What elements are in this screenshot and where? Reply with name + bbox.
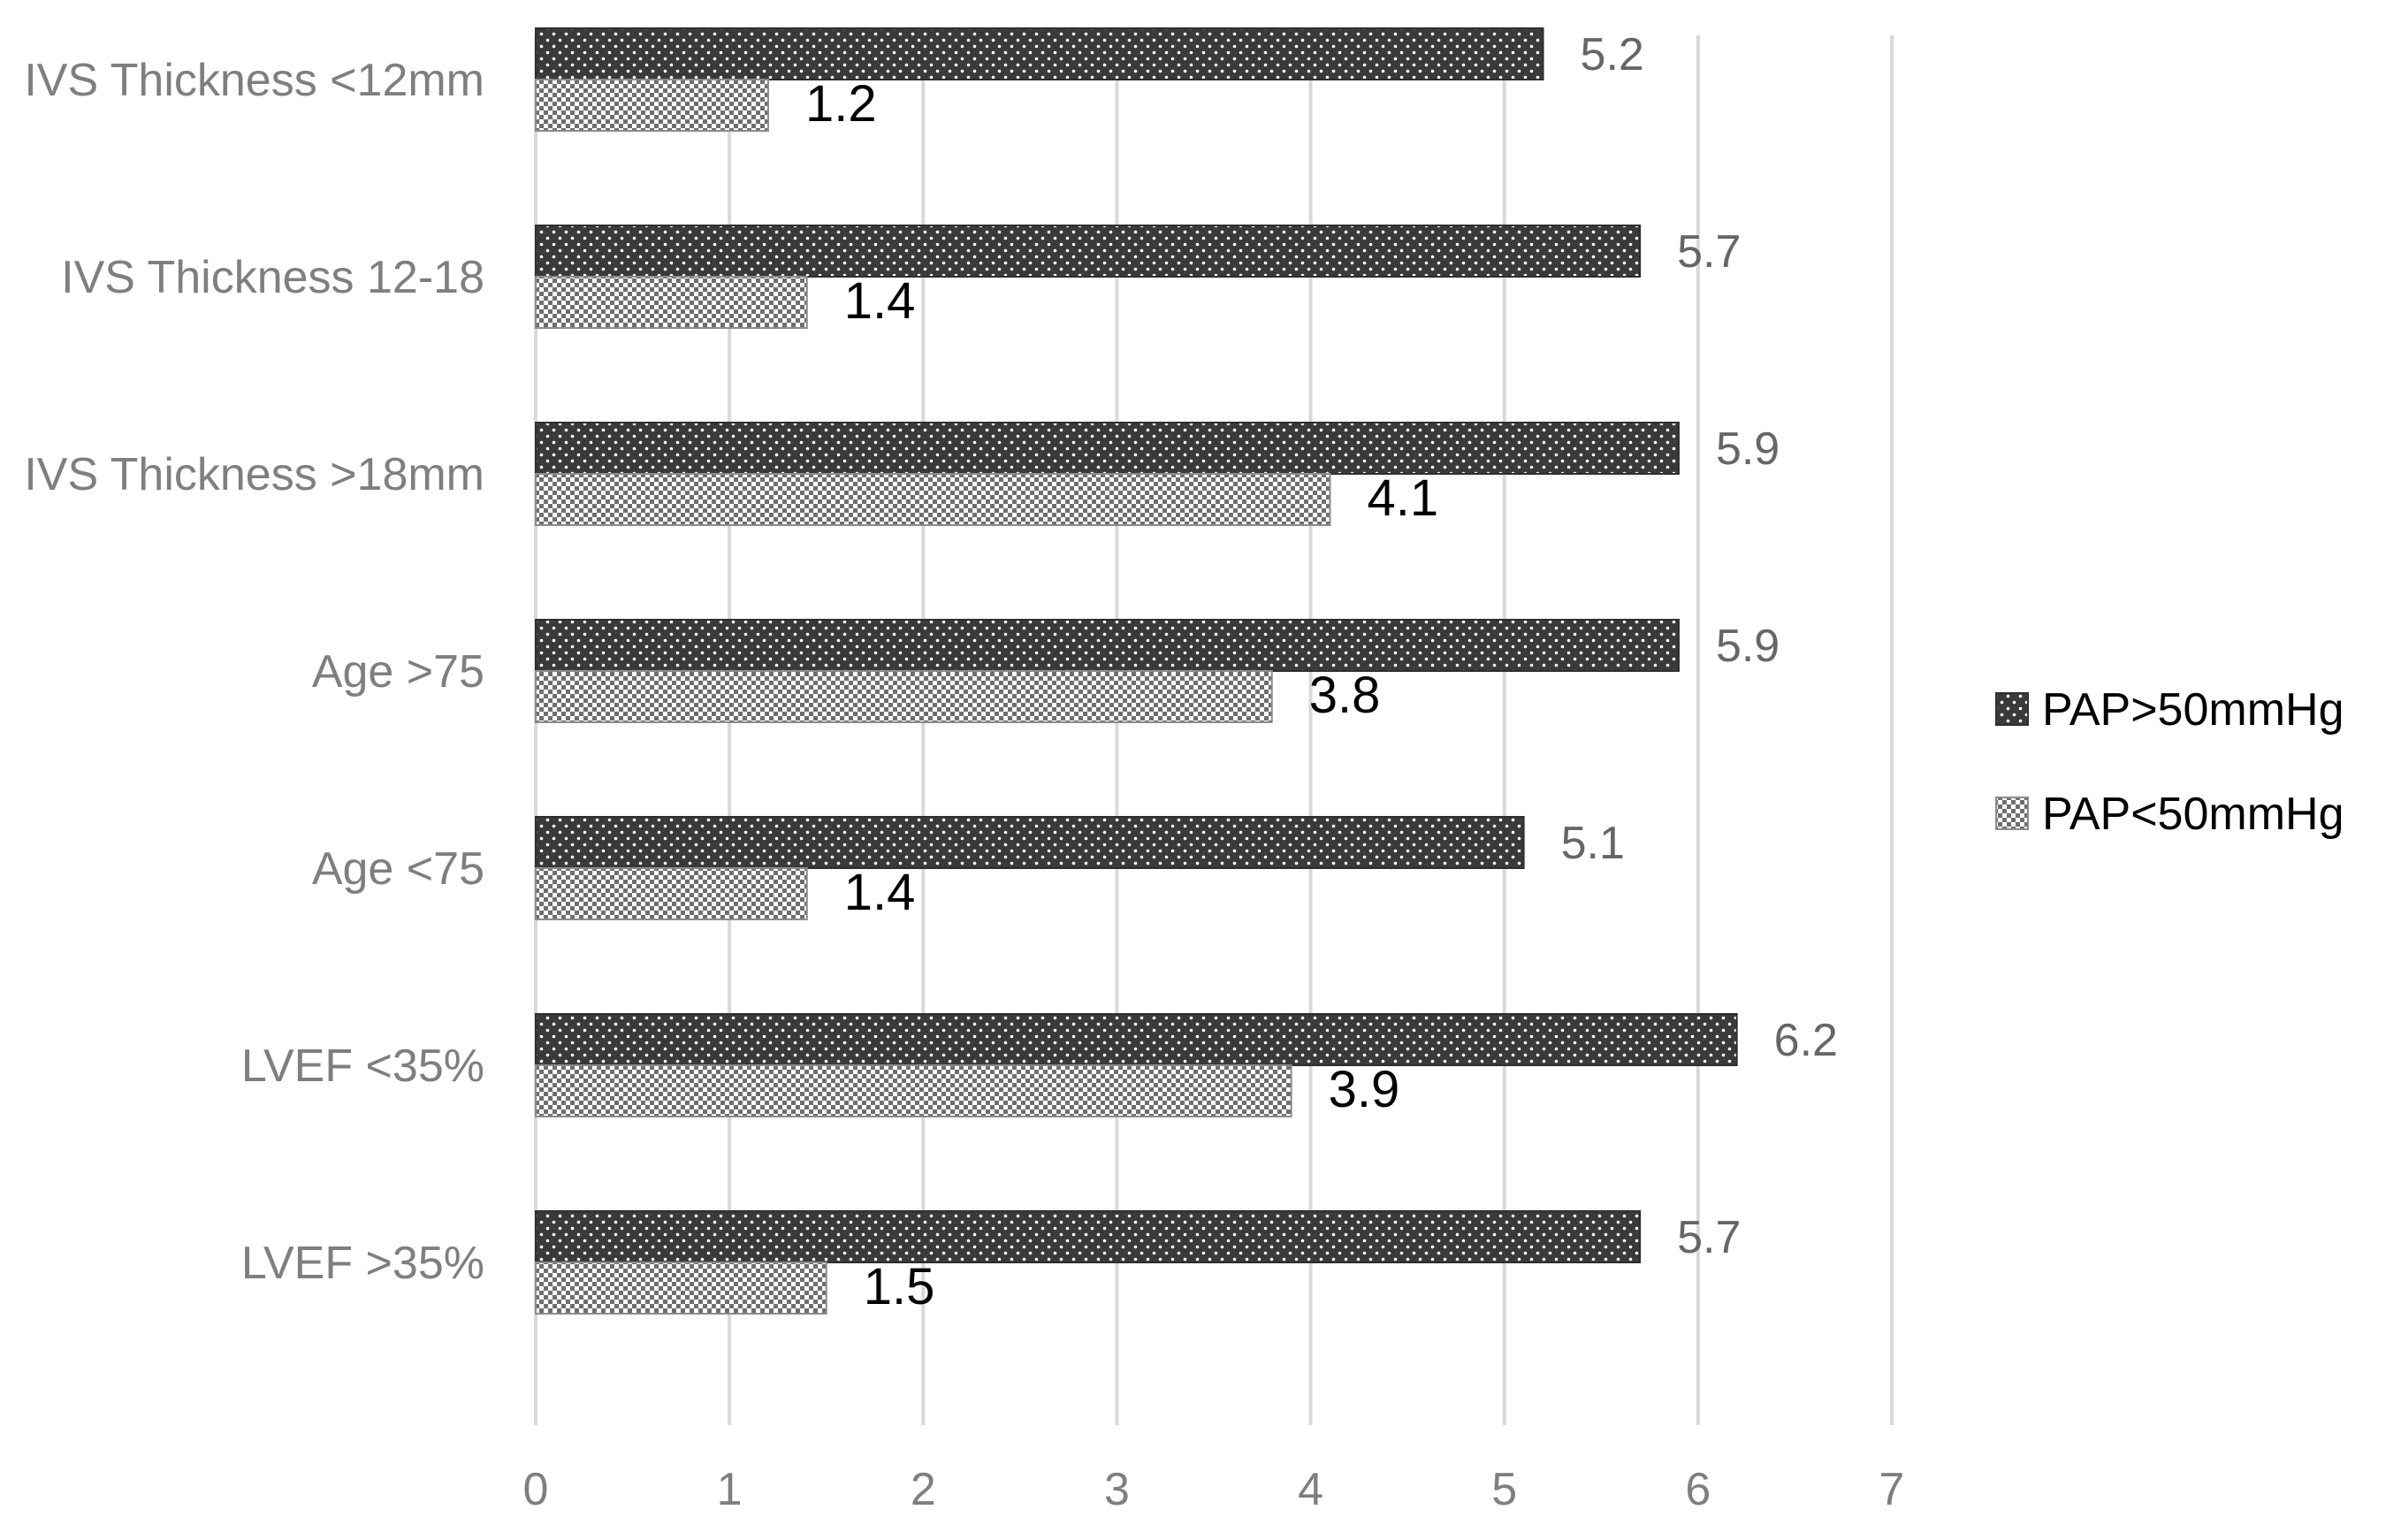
category-axis: IVS Thickness <12mm IVS Thickness 12-18 IV… [24, 55, 484, 1289]
bar-pap-low [535, 1262, 827, 1315]
bar-pap-high [535, 816, 1525, 869]
bar-pap-high [535, 1013, 1738, 1066]
data-label: 5.9 [1716, 621, 1780, 672]
data-label: 6.2 [1774, 1015, 1838, 1066]
data-label: 5.9 [1716, 423, 1780, 475]
y-category-label: IVS Thickness >18mm [24, 449, 484, 500]
bar-pap-high [535, 225, 1642, 278]
legend: PAP>50mmHg PAP<50mmHg [1995, 684, 2344, 840]
legend-swatch [1995, 797, 2029, 830]
y-category-label: LVEF <35% [241, 1041, 484, 1092]
data-label: 1.4 [844, 272, 916, 330]
bars [535, 27, 1738, 1315]
legend-entry: PAP<50mmHg [2042, 789, 2344, 840]
x-tick-label: 3 [1104, 1464, 1130, 1515]
data-label: 1.5 [864, 1258, 935, 1315]
bar-pap-high [535, 1210, 1642, 1263]
bar-pap-low [535, 1064, 1292, 1117]
y-category-label: Age >75 [312, 646, 484, 698]
data-label: 5.7 [1677, 226, 1741, 278]
legend-entry: PAP>50mmHg [2042, 684, 2344, 736]
bar-pap-low [535, 79, 769, 132]
bar-pap-high [535, 619, 1680, 672]
y-category-label: LVEF >35% [241, 1238, 484, 1289]
data-label: 4.1 [1367, 469, 1438, 527]
bar-pap-low [535, 867, 808, 920]
x-tick-label: 2 [911, 1464, 936, 1515]
data-label: 5.7 [1677, 1212, 1741, 1263]
bar-pap-low [535, 473, 1331, 526]
x-tick-label: 7 [1879, 1464, 1905, 1515]
legend-swatch [1995, 692, 2029, 726]
x-tick-label: 5 [1491, 1464, 1517, 1515]
x-tick-label: 1 [717, 1464, 743, 1515]
bar-pap-low [535, 276, 808, 329]
value-axis: 0 1 2 3 4 5 6 7 [523, 1464, 1905, 1515]
data-label: 1.2 [805, 75, 877, 133]
data-label: 3.9 [1329, 1061, 1400, 1118]
y-category-label: IVS Thickness <12mm [24, 55, 484, 106]
bar-pap-high [535, 27, 1544, 80]
y-category-label: Age <75 [312, 843, 484, 895]
bar-pap-low [535, 670, 1273, 723]
x-tick-label: 0 [523, 1464, 549, 1515]
data-label: 3.8 [1309, 667, 1381, 724]
y-category-label: IVS Thickness 12-18 [61, 252, 484, 303]
data-label: 5.1 [1561, 818, 1625, 869]
data-labels: 5.2 1.2 5.7 1.4 5.9 4.1 5.9 3.8 5.1 1.4 6.2 3.9 5.7 1… [805, 29, 1838, 1315]
data-label: 5.2 [1581, 29, 1644, 80]
x-tick-label: 6 [1685, 1464, 1711, 1515]
bar-pap-high [535, 422, 1680, 475]
x-tick-label: 4 [1298, 1464, 1323, 1515]
data-label: 1.4 [844, 864, 916, 921]
